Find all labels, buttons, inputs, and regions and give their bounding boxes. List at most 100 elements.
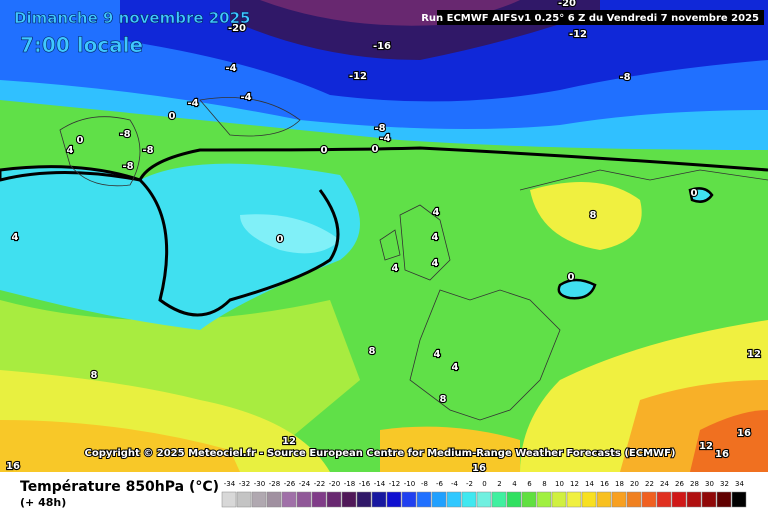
contour-label: -8 [619,72,630,83]
legend-tick-label: -28 [269,480,280,488]
legend-tick-label: 30 [705,480,714,488]
legend-tick-label: 18 [615,480,624,488]
contour-label: 4 [452,362,459,373]
contour-label: -4 [379,133,390,144]
isotherm-zero [0,146,768,182]
legend-tick-label: -32 [239,480,250,488]
lead-time: (+ 48h) [20,496,66,509]
legend-swatch [221,491,237,508]
zone-warm [690,410,768,472]
forecast-date: Dimanche 9 novembre 2025 [14,9,251,27]
contour-label: 0 [321,145,328,156]
contour-label: -4 [240,92,251,103]
legend-swatch [596,491,612,508]
legend-tick-label: -16 [359,480,371,488]
legend-tick-label: 14 [585,480,594,488]
legend-tick-label: 16 [600,480,609,488]
contour-label: -16 [373,41,391,52]
contour-label: -12 [349,71,367,82]
legend-tick-label: -24 [299,480,311,488]
legend-tick-label: -20 [329,480,340,488]
legend-swatch [236,491,252,508]
contour-label: 12 [699,441,713,452]
legend-swatch [566,491,582,508]
legend-swatch [446,491,462,508]
legend-tick-label: -34 [224,480,236,488]
contour-label: -8 [374,123,385,134]
zone-warm [380,426,520,472]
legend-swatch [476,491,492,508]
legend-swatch [506,491,522,508]
run-info: Run ECMWF AIFSv1 0.25° 6 Z du Vendredi 7… [421,13,759,24]
legend-swatch [581,491,597,508]
legend-swatch [611,491,627,508]
legend-tick-label: -4 [451,480,459,488]
legend-swatch [311,491,327,508]
contour-label: 4 [12,232,19,243]
contour-label: -8 [119,129,130,140]
zone-warm [0,420,240,472]
legend-swatch [281,491,297,508]
legend-tick-label: 6 [527,480,532,488]
zone-warm [530,182,642,250]
legend-swatch [716,491,732,508]
legend-swatch [686,491,702,508]
contour-label: 12 [282,436,296,447]
contour-label: -8 [142,145,153,156]
legend-swatch [416,491,432,508]
contour-label: 16 [6,461,20,472]
legend-tick-label: -18 [344,480,355,488]
legend-tick-label: 26 [675,480,684,488]
contour-label: 4 [67,145,74,156]
legend-tick-label: 32 [720,480,729,488]
coastline [379,169,768,421]
legend-swatch [386,491,402,508]
legend-tick-label: 8 [542,480,546,488]
legend-tick-label: 4 [512,480,517,488]
contour-label: 4 [433,207,440,218]
contour-label: -20 [228,23,246,34]
legend-swatch [266,491,282,508]
legend-tick-label: -30 [254,480,265,488]
legend-swatch [701,491,717,508]
contour-label: 4 [434,349,441,360]
legend-swatch [296,491,312,508]
contour-label: -4 [187,98,198,109]
legend-swatch [626,491,642,508]
legend-swatch [341,491,357,508]
copyright: Copyright © 2025 Meteociel.fr - Source E… [85,448,676,459]
contour-label: 4 [432,258,439,269]
contour-label: 4 [392,263,399,274]
legend-tick-label: 12 [570,480,579,488]
legend-swatch [671,491,687,508]
forecast-time: 7:00 locale [20,33,143,57]
legend-tick-label: -8 [421,480,428,488]
legend-tick-label: 2 [497,480,501,488]
legend-tick-label: 34 [735,480,744,488]
legend-tick-label: -10 [404,480,415,488]
legend-tick-label: 20 [630,480,639,488]
contour-label: 0 [372,144,379,155]
legend-tick-label: -12 [389,480,400,488]
legend-swatch [461,491,477,508]
legend-swatch [641,491,657,508]
legend-swatch [536,491,552,508]
contour-label: 16 [737,428,751,439]
isotherm-zero [688,187,714,203]
legend-title: Température 850hPa (°C) [20,479,219,495]
legend-tick-label: 28 [690,480,699,488]
legend-tick-label: 10 [555,480,564,488]
legend-tick-label: -2 [466,480,473,488]
zone-cold [240,214,340,254]
legend-tick-label: 0 [482,480,486,488]
contour-label: 16 [472,463,486,474]
run-banner [437,10,764,25]
contour-label: 0 [169,111,176,122]
legend-swatch [656,491,672,508]
contour-label: 8 [91,370,98,381]
legend-swatch [401,491,417,508]
contour-label: 0 [568,272,575,283]
legend-swatch [326,491,342,508]
legend-swatch [251,491,267,508]
contour-label: 8 [440,394,447,405]
